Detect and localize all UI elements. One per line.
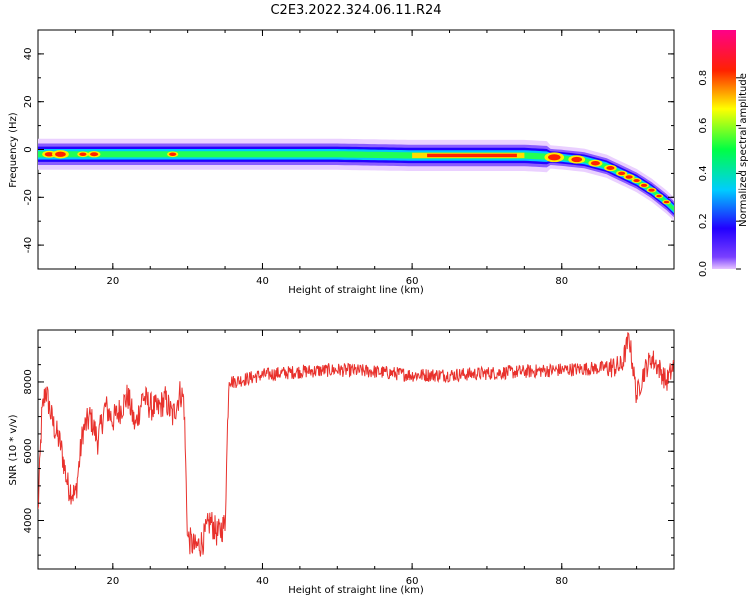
- y-tick-label: 0: [23, 146, 34, 152]
- heat-blob-core: [663, 200, 670, 204]
- colorbar-tick-label: 0.2: [698, 213, 709, 229]
- heat-blob-core: [656, 194, 662, 198]
- snr-y-axis-label: SNR (10 * v/v): [8, 414, 19, 485]
- heat-blob-core: [625, 175, 633, 179]
- snr-series-line: [38, 332, 674, 557]
- heat-blob-core: [648, 188, 655, 192]
- colorbar-gradient: [712, 30, 736, 269]
- heat-band-green: [38, 151, 674, 212]
- y-tick-label: 4000: [23, 508, 34, 533]
- colorbar-tick-label: 0.0: [698, 261, 709, 277]
- colorbar-label: Normalized spectral amplitude: [738, 73, 749, 227]
- heat-blob-core: [633, 179, 640, 183]
- heat-blob-core: [547, 154, 561, 161]
- y-tick-label: 6000: [23, 439, 34, 464]
- x-tick-label: 60: [406, 276, 419, 287]
- heat-blob-core: [90, 152, 99, 157]
- y-tick-label: 40: [23, 48, 34, 61]
- x-tick-label: 40: [256, 276, 269, 287]
- heat-blob-core: [590, 161, 600, 166]
- heat-blob-core: [55, 151, 66, 157]
- colorbar-tick-label: 0.8: [698, 70, 709, 86]
- heat-blob-core: [640, 183, 648, 187]
- x-tick-label: 20: [106, 576, 119, 587]
- heat-core-1: [427, 153, 517, 158]
- snr-frame: [37, 329, 675, 570]
- snr-panel: 20 40 60 80 4000 6000 8000 Height of straight …: [8, 329, 675, 596]
- heat-blob-core: [44, 152, 54, 157]
- heat-blob-core: [571, 156, 583, 163]
- chart-title: C2E3.2022.324.06.11.R24: [270, 3, 441, 18]
- heat-blob-core: [169, 152, 177, 157]
- x-tick-label: 60: [406, 576, 419, 587]
- y-tick-label: 20: [23, 95, 34, 108]
- x-tick-label: 80: [555, 576, 568, 587]
- colorbar: 0.0 0.2 0.4 0.6 0.8 Normalized spectral ampl…: [698, 30, 749, 277]
- y-tick-label: -40: [23, 237, 34, 253]
- colorbar-tick-label: 0.6: [698, 118, 709, 134]
- heat-blob-core: [79, 152, 87, 157]
- spectrogram-panel: 20 40 60 80 -40 -20 0 20 40 Height of straight l…: [8, 29, 675, 296]
- colorbar-tick-label: 0.4: [698, 165, 709, 181]
- x-tick-label: 20: [106, 276, 119, 287]
- snr-x-axis-label: Height of straight line (km): [288, 585, 424, 596]
- x-tick-label: 40: [256, 576, 269, 587]
- y-tick-label: 8000: [23, 369, 34, 394]
- spectrogram-x-axis-label: Height of straight line (km): [288, 285, 424, 296]
- heat-blob-core: [618, 171, 626, 176]
- y-tick-label: -20: [23, 189, 34, 205]
- heat-blob-core: [606, 166, 615, 171]
- x-tick-label: 80: [555, 276, 568, 287]
- spectrogram-y-axis-label: Frequency (Hz): [8, 112, 19, 188]
